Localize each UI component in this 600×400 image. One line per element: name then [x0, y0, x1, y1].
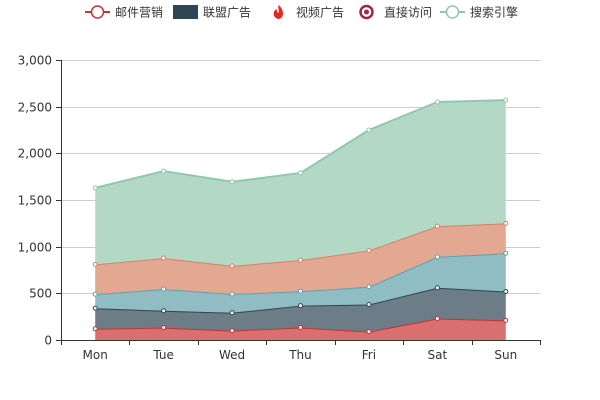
- legend-item-series-1[interactable]: 邮件营销: [85, 5, 163, 20]
- legend-rect-icon: [173, 5, 198, 19]
- data-point[interactable]: [366, 329, 372, 335]
- data-point[interactable]: [92, 291, 98, 297]
- y-tick-label: 1,500: [18, 194, 52, 208]
- x-tick-label: Mon: [83, 348, 108, 362]
- data-point[interactable]: [298, 288, 303, 294]
- data-point[interactable]: [434, 223, 440, 229]
- data-point[interactable]: [366, 302, 372, 308]
- data-point[interactable]: [92, 305, 98, 311]
- data-point[interactable]: [503, 97, 509, 103]
- data-point[interactable]: [161, 255, 167, 261]
- legend-item-series-2[interactable]: 联盟广告: [173, 5, 251, 20]
- data-point[interactable]: [229, 263, 235, 269]
- x-tick-label: Sun: [494, 348, 517, 362]
- ring-center-icon: [364, 9, 369, 15]
- data-point[interactable]: [503, 250, 509, 256]
- legend-label: 联盟广告: [203, 6, 251, 20]
- y-tick-label: 500: [29, 287, 52, 301]
- data-point[interactable]: [434, 254, 440, 260]
- legend-label: 搜索引擎: [470, 5, 518, 20]
- y-tick-label: 2,000: [18, 147, 52, 161]
- y-tick-label: 2,500: [18, 101, 52, 115]
- data-point[interactable]: [298, 170, 303, 176]
- legend-item-series-3[interactable]: 视频广告: [273, 5, 344, 20]
- y-tick-label: 0: [44, 334, 52, 348]
- legend-label: 邮件营销: [115, 6, 163, 20]
- data-point[interactable]: [366, 284, 372, 290]
- flame-icon: [273, 5, 283, 19]
- y-tick-label: 3,000: [18, 54, 52, 68]
- data-point[interactable]: [298, 303, 303, 309]
- data-point[interactable]: [434, 316, 440, 322]
- data-point[interactable]: [298, 257, 303, 263]
- area-fill-series-4: [95, 223, 506, 295]
- legend[interactable]: 邮件营销 联盟广告 视频广告 直接访问 搜索引擎: [85, 5, 518, 20]
- data-point[interactable]: [366, 127, 372, 133]
- data-point[interactable]: [229, 310, 235, 316]
- legend-circle-icon: [90, 5, 105, 19]
- data-point[interactable]: [503, 220, 509, 226]
- data-point[interactable]: [229, 291, 235, 297]
- legend-label: 视频广告: [296, 5, 344, 20]
- data-point[interactable]: [161, 168, 167, 174]
- x-tick-label: Wed: [219, 348, 245, 362]
- data-point[interactable]: [161, 325, 167, 331]
- data-point[interactable]: [503, 317, 509, 323]
- data-point[interactable]: [92, 261, 98, 267]
- data-points: [92, 97, 509, 335]
- data-point[interactable]: [434, 99, 440, 105]
- legend-item-series-4[interactable]: 直接访问: [359, 5, 433, 20]
- area-fill-series-3: [95, 253, 506, 313]
- legend-label: 直接访问: [384, 5, 432, 20]
- data-point[interactable]: [161, 308, 167, 314]
- data-point[interactable]: [366, 247, 372, 253]
- area-fill-series-2: [95, 287, 506, 332]
- data-point[interactable]: [92, 185, 98, 191]
- y-tick-label: 1,000: [18, 241, 52, 255]
- x-tick-label: Thu: [288, 348, 312, 362]
- x-tick-label: Tue: [152, 348, 174, 362]
- data-point[interactable]: [298, 324, 303, 330]
- data-point[interactable]: [503, 288, 509, 294]
- data-point[interactable]: [92, 326, 98, 332]
- x-tick-label: Sat: [428, 348, 448, 362]
- axes: 0 500 1,000 1,500 2,000 2,500 3,000 Mon Tue Wed Th…: [18, 54, 541, 362]
- data-point[interactable]: [229, 328, 235, 334]
- data-point[interactable]: [161, 286, 167, 292]
- legend-circle-icon: [445, 5, 460, 19]
- legend-item-series-5[interactable]: 搜索引擎: [440, 5, 518, 20]
- data-point[interactable]: [229, 179, 235, 185]
- x-tick-label: Fri: [362, 348, 376, 362]
- data-point[interactable]: [434, 285, 440, 291]
- area-fill-series-5: [95, 100, 506, 266]
